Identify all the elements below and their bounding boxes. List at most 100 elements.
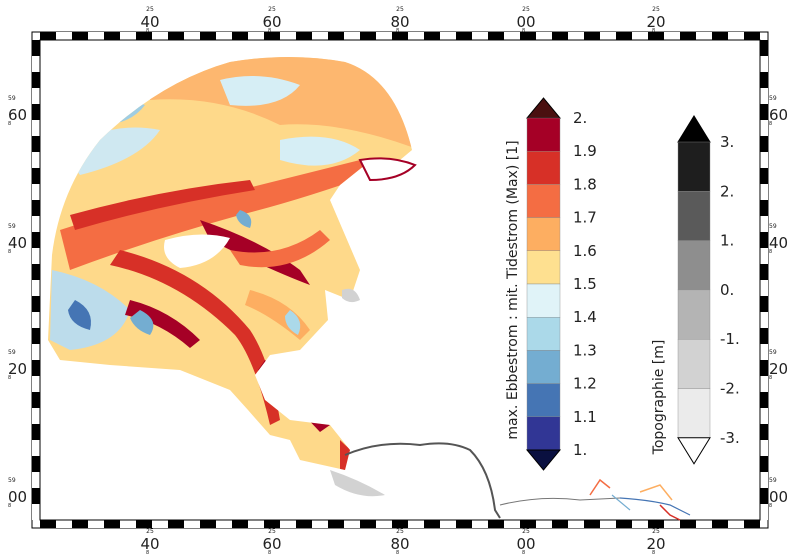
axis-degree-label: 25 [522,6,530,13]
frame-check [32,120,40,136]
frame-check [120,520,136,528]
axis-degree-label: 59 [769,477,777,484]
colorbar-swatch [526,317,561,351]
colorbar-tick-label: 2. [720,182,734,200]
axis-suffix-label: 8 [146,28,149,34]
frame-check [32,184,40,200]
frame-check [120,32,136,40]
frame-check [376,520,392,528]
frame-check [760,408,768,424]
frame-check [104,520,120,528]
frame-check [696,32,712,40]
frame-check [760,248,768,264]
colorbar-swatch [526,150,561,185]
frame-check [744,32,760,40]
colorbar-tick-label: 1.8 [573,175,597,193]
colorbar-swatch [526,250,561,285]
frame-check [760,360,768,376]
frame-check [424,520,440,528]
frame-check [32,280,40,296]
frame-check [296,520,312,528]
frame-check [136,520,152,528]
frame-check [664,32,680,40]
axis-suffix-label: 8 [769,375,772,381]
colorbar-tick-label: 1.3 [573,341,597,359]
frame-check [552,520,568,528]
frame-check [584,32,600,40]
frame-check [520,32,536,40]
colorbar-swatch [526,416,561,451]
frame-check [296,32,312,40]
frame-check [760,72,768,88]
frame-check [760,152,768,168]
frame-check [72,520,88,528]
frame-check [760,104,768,120]
frame-check [408,520,424,528]
frame-check [600,520,616,528]
frame-check [248,520,264,528]
frame-check [632,32,648,40]
colorbar-tick-label: 1.5 [573,275,597,293]
frame-check [760,472,768,488]
frame-check [360,32,376,40]
frame-check [760,456,768,472]
frame-check [216,520,232,528]
colorbar-swatch [526,184,561,218]
topography-colorbar-title: Topographie [m] [651,340,667,456]
frame-check [536,520,552,528]
frame-check [616,32,632,40]
frame-check [760,312,768,328]
frame-check [408,32,424,40]
frame-check [376,32,392,40]
frame-check [424,32,440,40]
axis-degree-label: 59 [8,477,16,484]
frame-check [32,392,40,408]
axis-minutes-label: 00 [516,13,535,31]
frame-check [32,248,40,264]
frame-check [32,376,40,392]
axis-degree-label: 25 [146,6,154,13]
axis-minutes-label: 80 [390,13,409,31]
frame-check [32,56,40,72]
frame-check [648,520,664,528]
frame-check [744,520,760,528]
frame-check [760,168,768,184]
axis-minutes-label: 40 [8,234,27,252]
colorbar-tick-label: 1.4 [573,308,597,326]
axis-degree-label: 25 [522,528,530,535]
frame-check [32,152,40,168]
axis-minutes-label: 20 [769,360,788,378]
frame-check [632,520,648,528]
frame-check [760,88,768,104]
frame-check [312,32,328,40]
frame-check [504,520,520,528]
axis-suffix-label: 8 [146,550,149,556]
frame-check [32,344,40,360]
frame-check [312,520,328,528]
frame-check [760,232,768,248]
axis-degree-label: 25 [146,528,154,535]
frame-check [472,520,488,528]
frame-check [456,520,472,528]
axis-degree-label: 25 [652,6,660,13]
axis-minutes-label: 60 [8,106,27,124]
frame-check [760,504,768,520]
axis-suffix-label: 8 [652,28,655,34]
frame-check [216,32,232,40]
axis-suffix-label: 8 [396,550,399,556]
axis-minutes-label: 00 [769,488,788,506]
frame-check [680,32,696,40]
frame-check [760,216,768,232]
axis-minutes-label: 00 [516,535,535,553]
frame-check [56,520,72,528]
frame-check [680,520,696,528]
frame-check [32,488,40,504]
frame-check [520,520,536,528]
frame-check [504,32,520,40]
axis-suffix-label: 8 [8,503,11,509]
axis-minutes-label: 60 [769,106,788,124]
frame-check [32,440,40,456]
